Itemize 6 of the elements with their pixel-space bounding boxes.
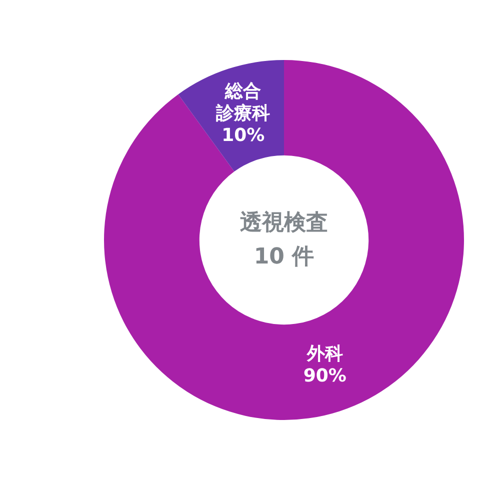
text: 10 件	[254, 244, 314, 270]
text: 透視検査	[240, 210, 328, 236]
slice-label: 外科	[306, 343, 343, 364]
slice-label: 総合診療科	[215, 80, 270, 124]
data-label: 10%	[222, 124, 265, 146]
data-label: 90%	[303, 365, 346, 386]
